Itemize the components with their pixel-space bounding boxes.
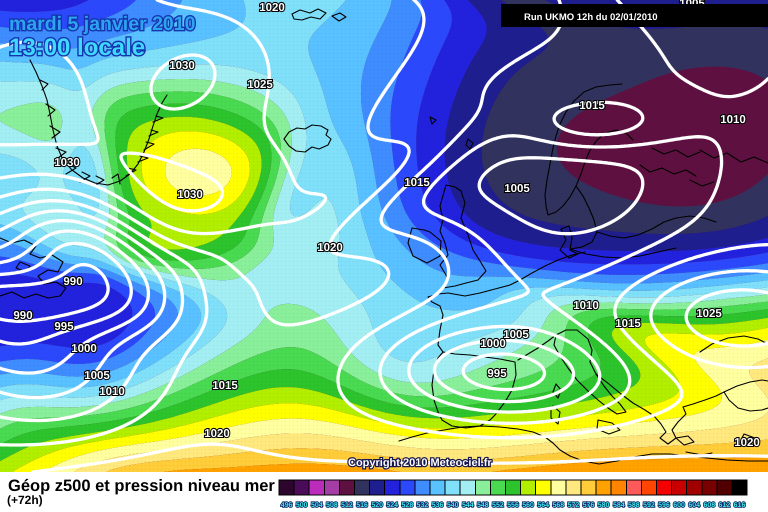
svg-text:508: 508 bbox=[326, 502, 338, 509]
svg-text:516: 516 bbox=[356, 502, 368, 509]
svg-text:572: 572 bbox=[568, 502, 580, 509]
svg-text:596: 596 bbox=[658, 502, 670, 509]
svg-text:524: 524 bbox=[386, 502, 398, 509]
svg-text:1030: 1030 bbox=[177, 189, 203, 201]
svg-text:612: 612 bbox=[719, 502, 731, 509]
svg-text:1005: 1005 bbox=[84, 370, 110, 382]
svg-text:1015: 1015 bbox=[212, 380, 238, 392]
svg-text:(+72h): (+72h) bbox=[7, 493, 43, 507]
svg-text:588: 588 bbox=[628, 502, 640, 509]
svg-text:604: 604 bbox=[688, 502, 700, 509]
svg-text:608: 608 bbox=[703, 502, 715, 509]
svg-text:560: 560 bbox=[522, 502, 534, 509]
svg-text:Run UKMO 12h du 02/01/2010: Run UKMO 12h du 02/01/2010 bbox=[524, 12, 658, 23]
svg-text:1015: 1015 bbox=[404, 177, 430, 189]
svg-text:995: 995 bbox=[54, 321, 74, 333]
svg-text:1010: 1010 bbox=[573, 300, 599, 312]
svg-text:544: 544 bbox=[462, 502, 474, 509]
svg-text:1025: 1025 bbox=[696, 308, 722, 320]
svg-text:1020: 1020 bbox=[317, 242, 343, 254]
svg-text:1010: 1010 bbox=[99, 386, 125, 398]
svg-text:990: 990 bbox=[13, 310, 32, 322]
svg-text:1010: 1010 bbox=[720, 114, 746, 126]
svg-text:568: 568 bbox=[552, 502, 564, 509]
svg-text:Géop z500 et pression niveau m: Géop z500 et pression niveau mer bbox=[8, 477, 275, 495]
svg-text:1030: 1030 bbox=[169, 60, 195, 72]
svg-text:512: 512 bbox=[341, 502, 353, 509]
svg-text:584: 584 bbox=[613, 502, 625, 509]
svg-text:1005: 1005 bbox=[504, 183, 530, 195]
svg-text:Copyright 2010 Meteociel.fr: Copyright 2010 Meteociel.fr bbox=[348, 457, 492, 469]
svg-text:mardi 5 janvier 2010: mardi 5 janvier 2010 bbox=[9, 13, 196, 35]
svg-text:600: 600 bbox=[673, 502, 685, 509]
svg-text:1020: 1020 bbox=[259, 2, 285, 14]
svg-text:1000: 1000 bbox=[71, 343, 97, 355]
svg-text:552: 552 bbox=[492, 502, 504, 509]
svg-text:1015: 1015 bbox=[579, 100, 605, 112]
svg-text:1015: 1015 bbox=[615, 318, 641, 330]
svg-text:13:00 locale: 13:00 locale bbox=[9, 34, 145, 61]
svg-text:592: 592 bbox=[643, 502, 655, 509]
svg-text:995: 995 bbox=[487, 368, 507, 380]
svg-text:504: 504 bbox=[311, 502, 323, 509]
svg-text:528: 528 bbox=[402, 502, 414, 509]
svg-text:576: 576 bbox=[583, 502, 595, 509]
svg-text:540: 540 bbox=[447, 502, 459, 509]
svg-text:496: 496 bbox=[281, 502, 293, 509]
svg-text:532: 532 bbox=[417, 502, 429, 509]
svg-text:1020: 1020 bbox=[734, 437, 760, 449]
svg-text:1030: 1030 bbox=[54, 157, 80, 169]
svg-text:556: 556 bbox=[507, 502, 519, 509]
svg-text:1000: 1000 bbox=[480, 338, 506, 350]
svg-text:990: 990 bbox=[63, 276, 82, 288]
svg-text:1020: 1020 bbox=[204, 428, 230, 440]
svg-text:580: 580 bbox=[598, 502, 610, 509]
svg-text:1005: 1005 bbox=[503, 329, 529, 341]
svg-text:500: 500 bbox=[296, 502, 308, 509]
svg-text:1025: 1025 bbox=[247, 79, 273, 91]
svg-text:548: 548 bbox=[477, 502, 489, 509]
svg-text:536: 536 bbox=[432, 502, 444, 509]
svg-text:520: 520 bbox=[371, 502, 383, 509]
svg-text:616: 616 bbox=[734, 502, 746, 509]
svg-text:564: 564 bbox=[537, 502, 549, 509]
